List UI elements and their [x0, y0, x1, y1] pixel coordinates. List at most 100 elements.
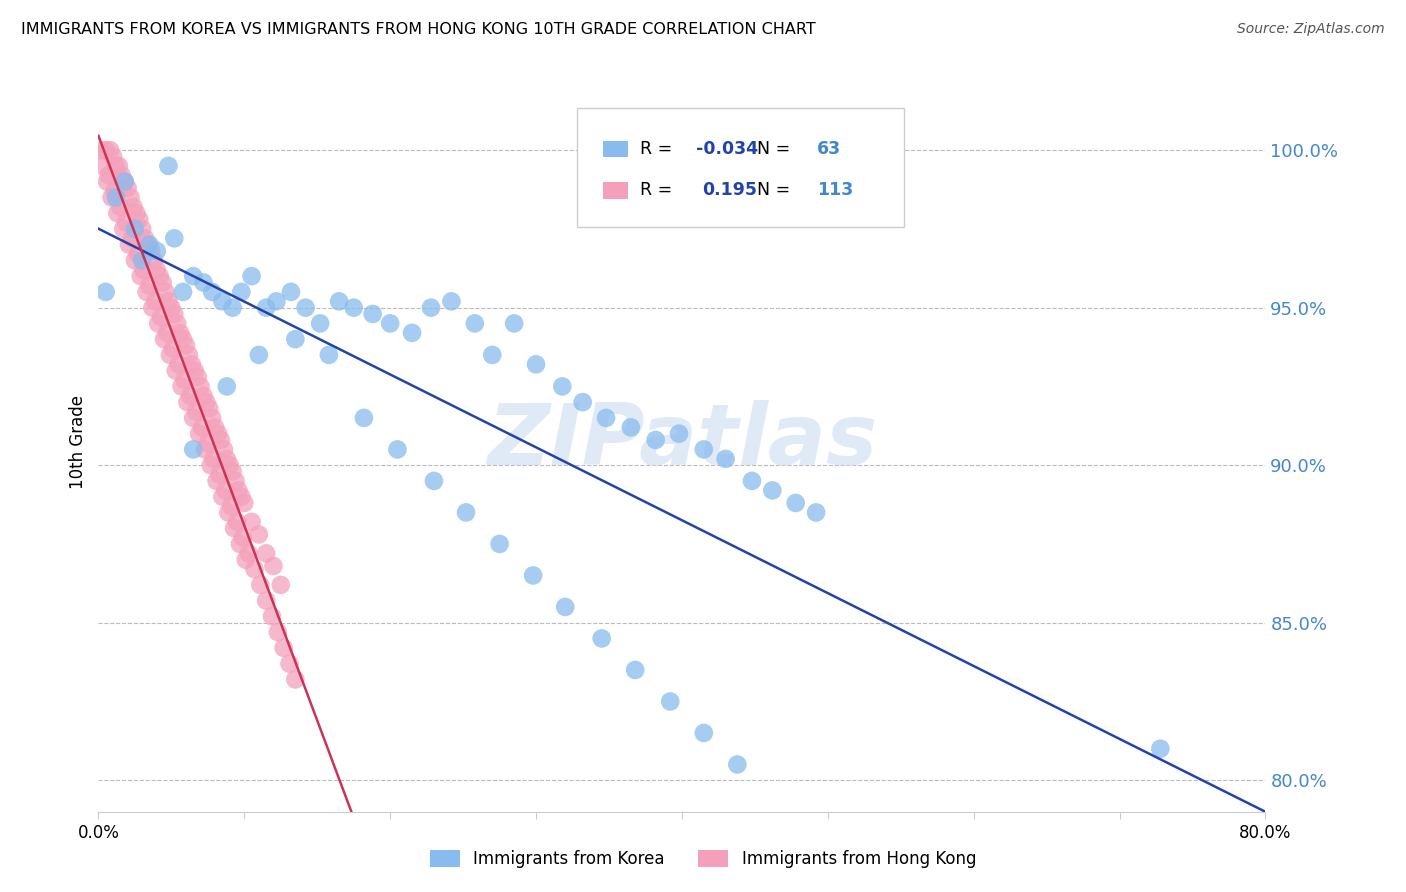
Point — [693, 442, 716, 457]
Point — [232, 531, 254, 545]
Point — [454, 505, 477, 519]
Point — [188, 426, 211, 441]
Point — [104, 190, 127, 204]
Point — [100, 190, 122, 204]
Text: 113: 113 — [817, 181, 853, 200]
Point — [318, 348, 340, 362]
Point — [725, 757, 748, 772]
Point — [201, 411, 224, 425]
Point — [221, 465, 243, 479]
Text: N =: N = — [756, 140, 796, 158]
Point — [165, 364, 187, 378]
Point — [380, 317, 402, 331]
Point — [215, 379, 238, 393]
Point — [120, 190, 142, 204]
Point — [138, 278, 160, 293]
Text: R =: R = — [640, 181, 683, 200]
Point — [233, 496, 256, 510]
Point — [157, 159, 180, 173]
Point — [124, 253, 146, 268]
Point — [231, 285, 253, 299]
Point — [173, 373, 195, 387]
FancyBboxPatch shape — [576, 108, 904, 227]
Point — [183, 364, 205, 378]
Point — [125, 206, 148, 220]
Point — [595, 411, 617, 425]
Point — [1149, 741, 1171, 756]
Point — [284, 332, 307, 346]
Point — [153, 332, 176, 346]
Point — [156, 326, 179, 340]
Point — [804, 505, 827, 519]
Point — [208, 467, 231, 482]
Point — [172, 285, 194, 299]
Text: 0.195: 0.195 — [702, 181, 756, 200]
Point — [132, 263, 155, 277]
Point — [226, 515, 249, 529]
Point — [262, 559, 284, 574]
Point — [131, 253, 153, 268]
Point — [243, 562, 266, 576]
Point — [741, 474, 763, 488]
Point — [198, 401, 221, 416]
Point — [169, 326, 191, 340]
Point — [114, 175, 136, 189]
Point — [167, 357, 190, 371]
Point — [143, 294, 166, 309]
Point — [195, 395, 218, 409]
Point — [240, 269, 263, 284]
Point — [260, 609, 283, 624]
Point — [668, 426, 690, 441]
Point — [267, 625, 290, 640]
Point — [522, 568, 544, 582]
Point — [278, 657, 301, 671]
Point — [176, 395, 198, 409]
Point — [215, 451, 238, 466]
Point — [157, 294, 180, 309]
Point — [240, 515, 263, 529]
Point — [103, 184, 125, 198]
Point — [218, 458, 240, 472]
Text: -0.034: -0.034 — [696, 140, 758, 158]
Point — [254, 593, 277, 607]
Point — [481, 348, 503, 362]
Point — [135, 285, 157, 299]
Point — [249, 578, 271, 592]
Point — [714, 451, 737, 466]
Point — [205, 474, 228, 488]
Point — [464, 317, 486, 331]
Point — [197, 436, 219, 450]
Point — [187, 370, 209, 384]
Point — [211, 294, 233, 309]
Point — [343, 301, 366, 315]
Point — [94, 285, 117, 299]
Point — [163, 307, 186, 321]
Point — [108, 159, 131, 173]
Point — [294, 301, 316, 315]
Point — [191, 420, 214, 434]
Point — [174, 338, 197, 352]
Point — [214, 483, 236, 498]
Point — [124, 222, 146, 236]
Point — [149, 269, 172, 284]
Point — [170, 379, 193, 393]
Text: N =: N = — [756, 181, 796, 200]
Point — [115, 216, 138, 230]
Point — [328, 294, 350, 309]
Point — [229, 537, 252, 551]
Text: 63: 63 — [817, 140, 841, 158]
Point — [225, 474, 247, 488]
Point — [503, 317, 526, 331]
Point — [166, 317, 188, 331]
Point — [620, 420, 643, 434]
Text: ZIPatlas: ZIPatlas — [486, 400, 877, 483]
Text: R =: R = — [640, 140, 678, 158]
Point — [235, 552, 257, 566]
Point — [644, 433, 666, 447]
Point — [254, 546, 277, 560]
Point — [361, 307, 384, 321]
Point — [207, 426, 229, 441]
Point — [219, 499, 242, 513]
Point — [231, 490, 253, 504]
Point — [761, 483, 783, 498]
